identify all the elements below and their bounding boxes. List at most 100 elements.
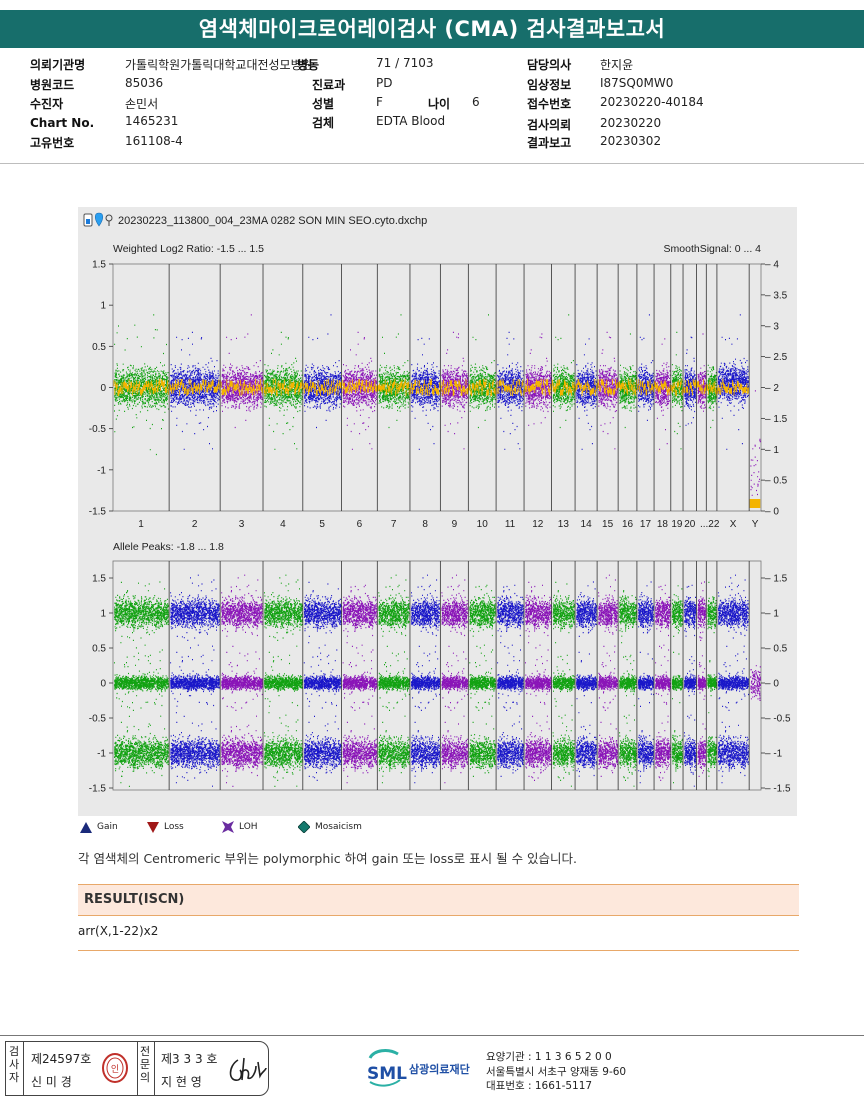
allele-scatter-chr	[411, 574, 441, 784]
chromosome-label: 20	[684, 519, 696, 530]
address: 서울특별시 서초구 양재동 9-60	[486, 1066, 627, 1078]
allele-tick-label: -0.5	[89, 714, 107, 725]
hospital-code-value: 85036	[125, 76, 164, 90]
tester-name: 신 미 경	[31, 1075, 72, 1089]
result-border-bottom	[78, 950, 799, 951]
unique-value: 161108-4	[125, 134, 183, 148]
smooth-tick-label: – 1.5	[765, 414, 788, 425]
age-value: 6	[472, 95, 480, 109]
allele-scatter-chr	[750, 665, 761, 701]
log2-tick-label: 0	[100, 383, 106, 394]
allele-tick-label: 1.5	[92, 574, 106, 585]
chromosome-label: X	[730, 519, 737, 530]
request-value: 20230220	[600, 116, 662, 130]
allele-scatter-chr	[717, 574, 750, 784]
approver-license: 제3 3 3 호	[161, 1052, 218, 1066]
allele-scatter-chr	[342, 584, 378, 784]
result-value: arr(X,1-22)x2	[78, 924, 159, 938]
sex-label: 성별	[312, 97, 335, 111]
legend-loh: LOH	[222, 820, 258, 834]
chromosome-label: 17	[640, 519, 652, 530]
allele-scatter-chr	[637, 581, 655, 784]
legend-loh-label: LOH	[239, 822, 258, 832]
chromosome-label: 1	[138, 519, 144, 530]
ward-value: 71 / 7103	[376, 56, 434, 70]
allele-scatter-chr	[497, 584, 524, 777]
allele-scatter-chr	[221, 574, 263, 787]
institution-value: 가톨릭학원가톨릭대학교대전성모병원	[125, 58, 313, 72]
smooth-tick-label: – 3.5	[765, 290, 788, 301]
allele-scatter-chr	[707, 581, 717, 777]
allele-scatter-chr	[655, 584, 671, 781]
smooth-signal-band	[113, 378, 749, 397]
chromosome-label: 12	[532, 519, 544, 530]
tube-icon-fill	[86, 219, 90, 224]
chart-no-value: 1465231	[125, 114, 179, 128]
unique-label: 고유번호	[30, 136, 75, 150]
allele-right-tick-label: – 0.5	[765, 644, 788, 655]
triangle-down-icon	[147, 821, 159, 833]
report-date-value: 20230302	[600, 134, 662, 148]
department-label: 진료과	[312, 78, 346, 92]
smooth-tick-label: – 1	[765, 445, 779, 456]
allele-scatter-chr	[619, 590, 637, 787]
chromosome-label: 15	[602, 519, 614, 530]
allele-scatter-chr	[441, 574, 469, 784]
patient-label: 수진자	[30, 97, 64, 111]
allele-right-tick-label: – -0.5	[765, 714, 791, 725]
chromosome-label: 19	[671, 519, 683, 530]
logo-text: SML	[367, 1064, 407, 1084]
chromosome-label: 7	[391, 519, 397, 530]
cma-plot-panel: 20230223_113800_004_23MA 0282 SON MIN SE…	[78, 207, 797, 816]
centromere-note: 각 염색체의 Centromeric 부위는 polymorphic 하여 ga…	[78, 851, 578, 866]
allele-right-tick-label: – 0	[765, 679, 779, 690]
log2-tick-label: -1.5	[89, 507, 107, 518]
smooth-tick-label: – 4	[765, 260, 779, 271]
legend-mosaicism: Mosaicism	[298, 820, 362, 834]
sml-logo-icon: SML	[367, 1049, 407, 1087]
allele-scatter-chr	[552, 581, 576, 787]
allele-scatter-chr	[697, 581, 707, 777]
legend-mosaicism-label: Mosaicism	[315, 822, 362, 832]
result-border-mid	[78, 915, 799, 916]
allele-tick-label: 1	[100, 609, 106, 620]
allele-scatter-chr	[598, 574, 619, 777]
allele-tick-label: 0	[100, 679, 106, 690]
chromosome-label: 6	[357, 519, 363, 530]
chromosome-label: ...22	[700, 519, 720, 530]
phone: 대표번호 : 1661-5117	[486, 1080, 593, 1092]
chromosome-label: 4	[280, 519, 286, 530]
result-header: RESULT(ISCN)	[78, 885, 799, 915]
allele-scatter-chr	[303, 581, 342, 781]
log2-scatter-chr	[598, 331, 619, 450]
doctor-value: 한지윤	[600, 58, 634, 72]
signature-icon	[229, 1057, 267, 1081]
chromosome-label: 9	[452, 519, 458, 530]
smooth-signal-title: SmoothSignal: 0 ... 4	[664, 243, 762, 255]
legend-gain-label: Gain	[97, 822, 118, 832]
chromosome-label: 2	[192, 519, 198, 530]
allele-scatter-chr	[684, 584, 697, 787]
log2-scatter-chr	[264, 331, 303, 450]
footer-divider	[0, 1035, 864, 1036]
receipt-label: 접수번호	[527, 97, 572, 111]
allele-tick-label: -1	[97, 749, 106, 760]
allele-scatter-chr	[378, 574, 410, 784]
smooth-tick-label: – 2	[765, 383, 779, 394]
approver-name: 지 현 영	[161, 1075, 202, 1089]
allele-scatter-chr	[114, 581, 170, 787]
specimen-value: EDTA Blood	[376, 114, 446, 128]
allele-scatter-chr	[264, 574, 303, 787]
smooth-tick-label: – 2.5	[765, 352, 788, 363]
log2-tick-label: 0.5	[92, 342, 106, 353]
care-code: 요양기관 : 1 1 3 6 5 2 0 0	[486, 1051, 612, 1063]
allele-peaks-title: Allele Peaks: -1.8 ... 1.8	[113, 541, 224, 553]
specimen-label: 검체	[312, 116, 335, 130]
allele-right-tick-label: – -1	[765, 749, 783, 760]
triangle-up-icon	[80, 821, 92, 833]
female-symbol-icon	[105, 214, 113, 222]
allele-right-tick-label: – -1.5	[765, 784, 791, 795]
log2-tick-label: 1.5	[92, 260, 106, 271]
